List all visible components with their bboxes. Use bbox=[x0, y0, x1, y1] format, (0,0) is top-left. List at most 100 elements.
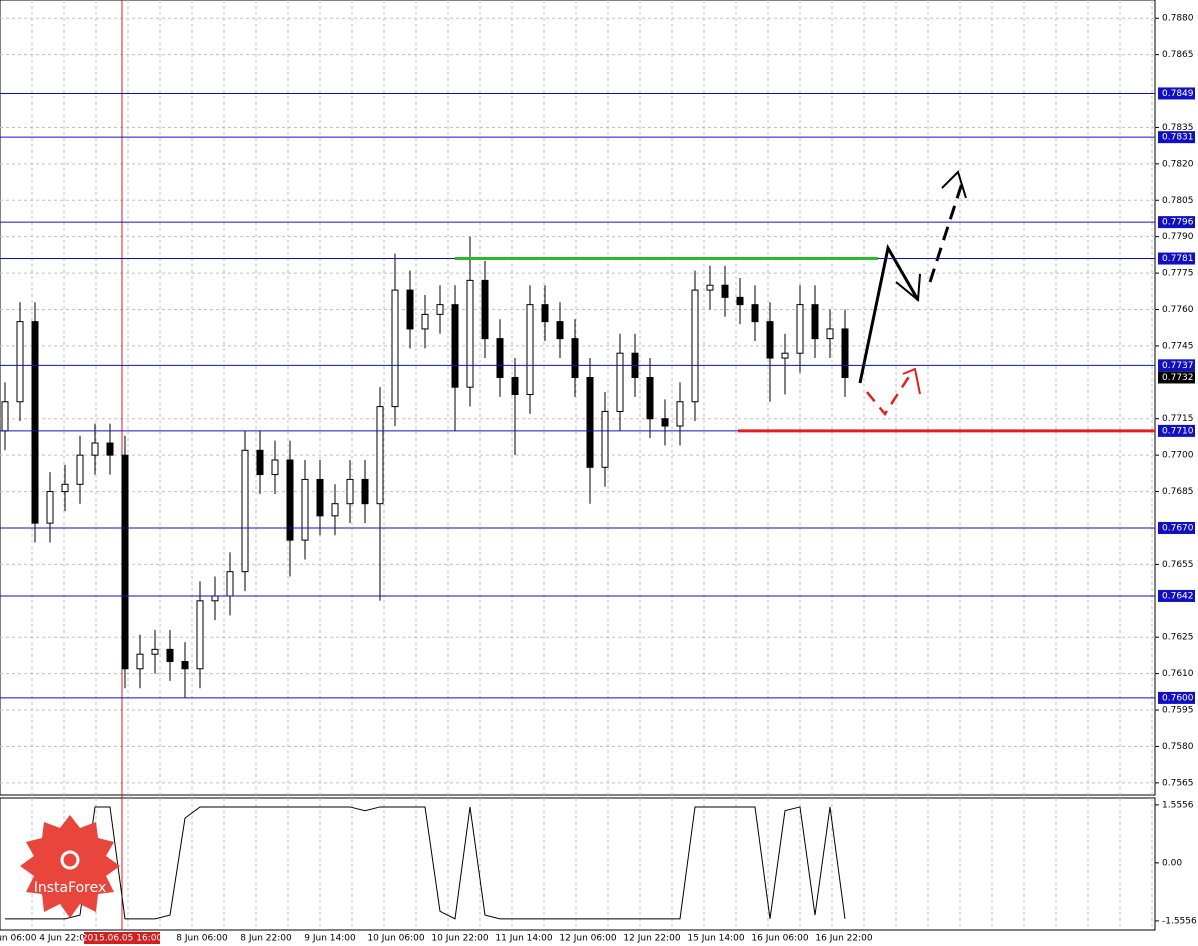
level-box bbox=[1158, 87, 1195, 100]
x-tick-label: 4 Jun 22:00 bbox=[39, 934, 91, 944]
candle-body bbox=[466, 279, 474, 388]
candle-body bbox=[811, 304, 819, 340]
candle-body bbox=[286, 459, 294, 541]
forecast-path bbox=[858, 243, 920, 384]
candle-body bbox=[481, 279, 489, 340]
candle-body bbox=[271, 459, 279, 476]
y-tick-label: 0.7760 bbox=[1162, 305, 1194, 315]
cursor-label-box bbox=[84, 932, 160, 944]
candle-body bbox=[241, 449, 249, 573]
candle-body bbox=[256, 449, 264, 476]
candle-body bbox=[661, 418, 669, 427]
candle-body bbox=[31, 321, 39, 524]
candle-body bbox=[766, 321, 774, 359]
candle-body bbox=[166, 648, 174, 662]
price-box bbox=[1158, 371, 1195, 384]
x-tick-label: 10 Jun 06:00 bbox=[367, 934, 424, 944]
level-label: 0.7737 bbox=[1162, 361, 1194, 371]
candle-body bbox=[16, 321, 24, 403]
level-label: 0.7642 bbox=[1162, 591, 1194, 601]
y2-tick-label: -1.5556 bbox=[1162, 916, 1197, 926]
y-tick-label: 0.7715 bbox=[1162, 414, 1194, 424]
candle-body bbox=[406, 289, 414, 330]
x-tick-label: 11 Jun 14:00 bbox=[495, 934, 552, 944]
y-tick-label: 0.7835 bbox=[1162, 123, 1194, 133]
indicator-line bbox=[5, 806, 846, 920]
candle-body bbox=[676, 401, 684, 427]
x-tick-label: 12 Jun 06:00 bbox=[559, 934, 616, 944]
x-tick-label: 16 Jun 06:00 bbox=[751, 934, 808, 944]
candle-body bbox=[496, 338, 504, 378]
level-label: 0.7849 bbox=[1162, 89, 1194, 99]
candle-body bbox=[556, 321, 564, 340]
y-tick-label: 0.7745 bbox=[1162, 341, 1194, 351]
x-tick-label: Jun 06:00 bbox=[0, 934, 37, 944]
candle-body bbox=[451, 304, 459, 388]
candle-body bbox=[316, 478, 324, 517]
candle-body bbox=[181, 660, 189, 670]
level-box bbox=[1158, 691, 1195, 704]
level-label: 0.7600 bbox=[1162, 693, 1194, 703]
candle-body bbox=[511, 376, 519, 395]
x-tick-label: 8 Jun 22:00 bbox=[240, 934, 292, 944]
forecast-path bbox=[928, 179, 965, 283]
y-tick-label: 0.7880 bbox=[1162, 14, 1194, 24]
arrowhead bbox=[941, 170, 967, 199]
y-tick-label: 0.7820 bbox=[1162, 159, 1194, 169]
x-tick-label: 15 Jun 14:00 bbox=[687, 934, 744, 944]
level-box bbox=[1158, 589, 1195, 602]
grid bbox=[0, 0, 1155, 930]
y2-tick-label: 0.00 bbox=[1162, 858, 1182, 868]
candle-body bbox=[601, 410, 609, 468]
candle-body bbox=[421, 313, 429, 330]
x-tick-label: 9 Jun 14:00 bbox=[304, 934, 356, 944]
candle-body bbox=[61, 483, 69, 493]
candle-body bbox=[841, 328, 849, 378]
x-tick-label: 12 Jun 22:00 bbox=[623, 934, 680, 944]
candle-body bbox=[541, 304, 549, 323]
candle-body bbox=[121, 454, 129, 670]
candle-body bbox=[136, 653, 144, 670]
level-box bbox=[1158, 216, 1195, 229]
x-tick-label: 10 Jun 22:00 bbox=[431, 934, 488, 944]
level-label: 0.7831 bbox=[1162, 133, 1194, 143]
price-label: 0.7732 bbox=[1162, 373, 1194, 383]
candle-body bbox=[691, 289, 699, 403]
candle-body bbox=[91, 442, 99, 456]
candle-body bbox=[106, 442, 114, 456]
y-tick-label: 0.7580 bbox=[1162, 742, 1194, 752]
level-box bbox=[1158, 131, 1195, 144]
y-tick-label: 0.7595 bbox=[1162, 706, 1194, 716]
candle-body bbox=[826, 328, 834, 340]
candle-body bbox=[151, 648, 159, 655]
candle-body bbox=[796, 304, 804, 354]
y-tick-label: 0.7565 bbox=[1162, 778, 1194, 788]
level-box bbox=[1158, 359, 1195, 372]
candle-body bbox=[226, 571, 234, 597]
level-label: 0.7781 bbox=[1162, 254, 1194, 264]
candle-body bbox=[211, 595, 219, 602]
y-tick-label: 0.7790 bbox=[1162, 232, 1194, 242]
candle-body bbox=[721, 284, 729, 298]
y2-tick-label: 1.5556 bbox=[1162, 800, 1194, 810]
candle-body bbox=[391, 289, 399, 408]
candle-body bbox=[706, 284, 714, 291]
y-tick-label: 0.7610 bbox=[1162, 669, 1194, 679]
y-tick-label: 0.7700 bbox=[1162, 451, 1194, 461]
alt-path bbox=[866, 371, 914, 417]
x-tick-label: 16 Jun 22:00 bbox=[815, 934, 872, 944]
candle-body bbox=[571, 338, 579, 378]
candle-body bbox=[46, 491, 54, 524]
candle-body bbox=[646, 376, 654, 420]
logo-icon bbox=[60, 850, 80, 870]
level-box bbox=[1158, 521, 1195, 534]
level-box bbox=[1158, 252, 1195, 265]
candle-body bbox=[751, 304, 759, 323]
level-label: 0.7710 bbox=[1162, 426, 1194, 436]
candle-body bbox=[76, 454, 84, 485]
candle-body bbox=[1, 401, 9, 432]
candle-body bbox=[616, 352, 624, 412]
candle-body bbox=[736, 296, 744, 306]
arrowhead bbox=[902, 367, 921, 395]
